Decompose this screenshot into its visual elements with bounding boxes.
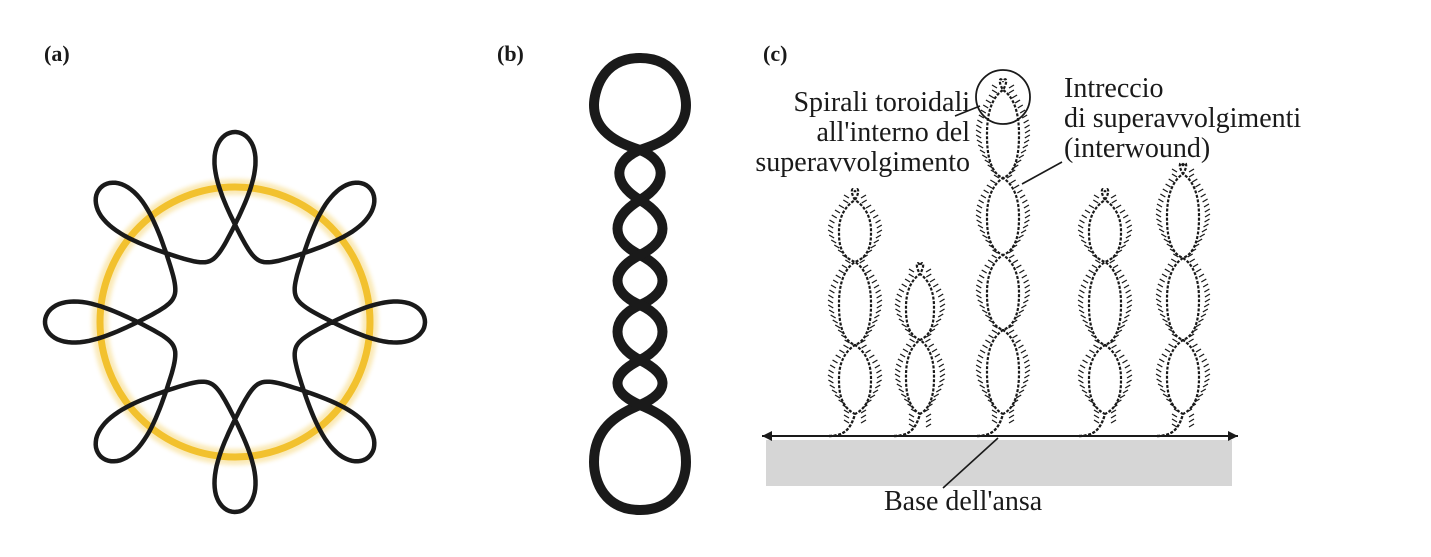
panel-c-loop-domains bbox=[762, 69, 1238, 489]
base-arrow-right bbox=[1228, 431, 1238, 441]
label-interwound: Intreccio di superavvolgimenti (interwou… bbox=[1064, 73, 1302, 165]
loop-base-block bbox=[766, 440, 1232, 486]
label-interwound-line-2: di superavvolgimenti bbox=[1064, 103, 1302, 135]
toroidal-highlight-circle bbox=[975, 69, 1031, 125]
toroidal-loops bbox=[42, 129, 428, 515]
pointer-interwound bbox=[1021, 161, 1063, 185]
label-toroidal-line-3: superavvolgimento bbox=[755, 147, 970, 179]
label-toroidal-line-2: all'interno del bbox=[816, 117, 970, 149]
pointer-toroidal bbox=[954, 105, 981, 117]
panel-b-letter: (b) bbox=[497, 41, 524, 66]
base-arrow-left bbox=[762, 431, 772, 441]
panel-c-letter: (c) bbox=[763, 41, 788, 66]
plectoneme-loop bbox=[1077, 188, 1133, 438]
panel-b-interwound-supercoil bbox=[588, 53, 692, 515]
plectoneme-loop bbox=[827, 188, 883, 438]
plectoneme-loop bbox=[975, 78, 1031, 438]
label-interwound-line-3: (interwound) bbox=[1064, 133, 1211, 165]
label-loop-base: Base dell'ansa bbox=[884, 486, 1043, 517]
label-interwound-line-1: Intreccio bbox=[1064, 73, 1164, 104]
panel-a-letter: (a) bbox=[44, 41, 70, 66]
plectoneme-loop bbox=[893, 262, 946, 438]
plectoneme-group bbox=[827, 78, 1211, 438]
toroidal-strand bbox=[42, 129, 428, 515]
label-toroidal-line-1: Spirali toroidali bbox=[793, 87, 970, 118]
strand-1 bbox=[588, 53, 668, 515]
pointer-base bbox=[942, 437, 999, 489]
label-toroidal-spirals: Spirali toroidali all'interno del supera… bbox=[755, 87, 970, 179]
strand-2 bbox=[612, 53, 692, 515]
yellow-ring bbox=[96, 183, 374, 461]
plectoneme-loop bbox=[1155, 162, 1211, 438]
panel-a-toroidal-supercoil bbox=[42, 129, 428, 515]
